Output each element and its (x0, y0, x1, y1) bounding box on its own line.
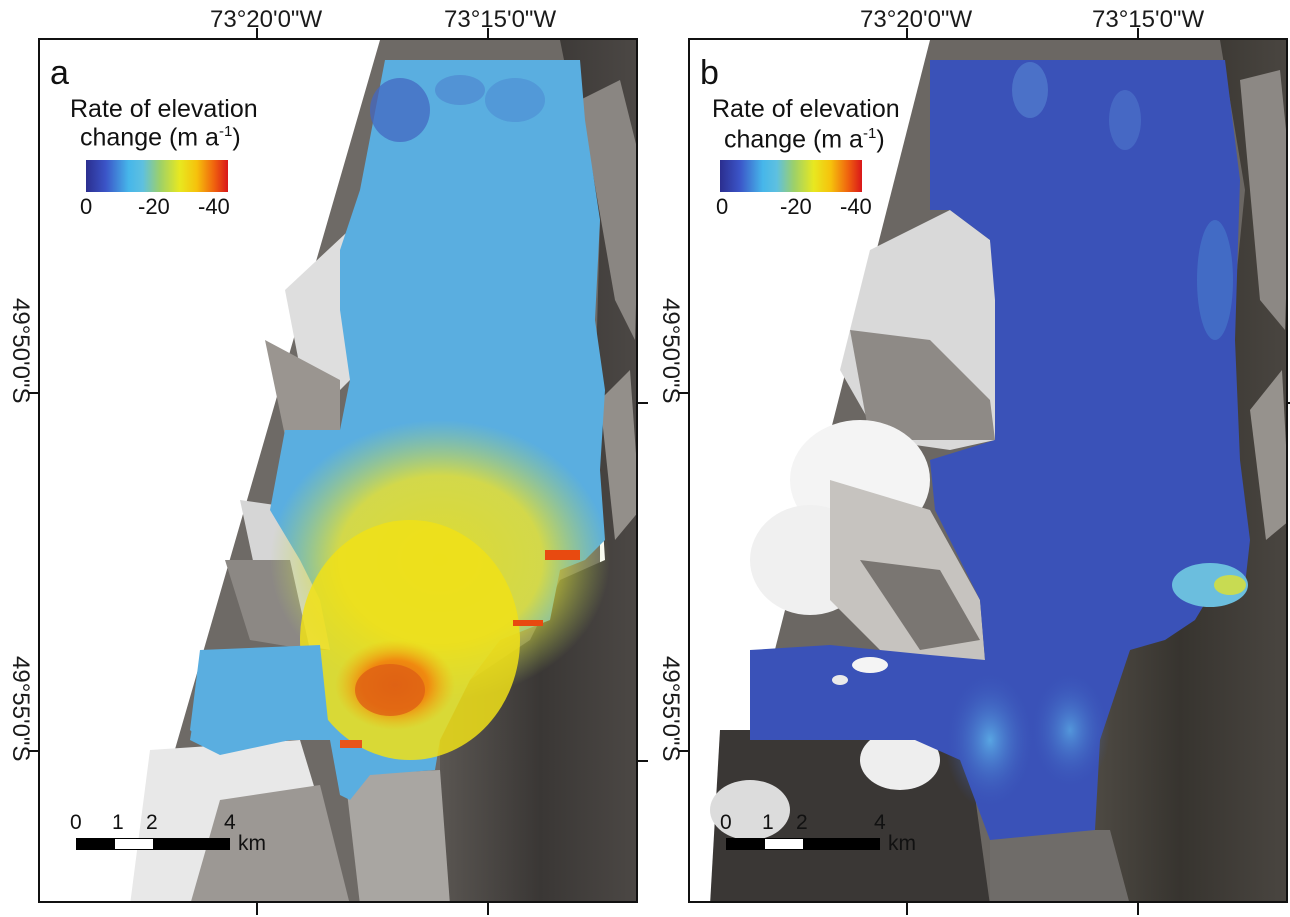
legend-title-line1-a: Rate of elevation (70, 95, 258, 123)
tick-top-a-1 (256, 28, 258, 38)
legend-title-line2-a: change (m a-1) (80, 123, 241, 152)
legend-colorbar-b (720, 160, 862, 192)
tick-top-b-1 (906, 28, 908, 38)
map-image-a (40, 40, 636, 901)
tick-left-b-1 (678, 392, 688, 394)
tick-top-a-2 (487, 28, 489, 38)
tick-left-b-2 (678, 750, 688, 752)
scalebar-tick-1-b: 1 (762, 811, 774, 834)
scalebar-unit-b: km (888, 832, 916, 855)
scalebar-tick-0-a: 0 (70, 811, 82, 834)
scalebar-tick-2-a: 2 (146, 811, 158, 834)
tick-right-a-2 (638, 760, 648, 762)
longitude-label-73-15-a: 73°15'0"W (444, 6, 557, 33)
map-panel-b: b Rate of elevation change (m a-1) 0 -20… (688, 38, 1288, 903)
tick-right-b-1 (1288, 402, 1290, 404)
tick-right-a-1 (638, 402, 648, 404)
latitude-label-49-55-b: 49°55'0"S (657, 656, 684, 762)
legend-tick-0-a: 0 (80, 194, 93, 219)
latitude-label-49-50-a: 49°50'0"S (7, 298, 34, 404)
scalebar-b (726, 838, 880, 850)
scalebar-unit-a: km (238, 832, 266, 855)
legend-tick-40-b: -40 (840, 194, 872, 219)
latitude-label-49-55-a: 49°55'0"S (7, 656, 34, 762)
legend-tick-40-a: -40 (198, 194, 230, 219)
longitude-label-73-15-b: 73°15'0"W (1092, 6, 1205, 33)
scalebar-a (76, 838, 230, 850)
tick-left-a-1 (28, 392, 38, 394)
tick-bottom-b-1 (906, 903, 908, 915)
map-image-b (690, 40, 1286, 901)
legend-tick-20-b: -20 (780, 194, 812, 219)
scalebar-tick-2-b: 2 (796, 811, 808, 834)
tick-left-a-2 (28, 750, 38, 752)
latitude-label-49-50-b: 49°50'0"S (657, 298, 684, 404)
panel-label-a: a (50, 54, 69, 92)
legend-title-line1-b: Rate of elevation (712, 95, 900, 123)
legend-tick-0-b: 0 (716, 194, 729, 219)
tick-bottom-a-1 (256, 903, 258, 915)
legend-title-line2-b: change (m a-1) (724, 125, 885, 154)
scalebar-tick-4-b: 4 (874, 811, 886, 834)
scalebar-tick-0-b: 0 (720, 811, 732, 834)
longitude-label-73-20-a: 73°20'0"W (210, 6, 323, 33)
longitude-label-73-20-b: 73°20'0"W (860, 6, 973, 33)
map-panel-a: a Rate of elevation change (m a-1) 0 -20… (38, 38, 638, 903)
legend-tick-20-a: -20 (138, 194, 170, 219)
tick-top-b-2 (1137, 28, 1139, 38)
scalebar-tick-1-a: 1 (112, 811, 124, 834)
scalebar-tick-4-a: 4 (224, 811, 236, 834)
legend-colorbar-a (86, 160, 228, 192)
tick-bottom-b-2 (1137, 903, 1139, 915)
tick-bottom-a-2 (487, 903, 489, 915)
panel-label-b: b (700, 54, 719, 92)
